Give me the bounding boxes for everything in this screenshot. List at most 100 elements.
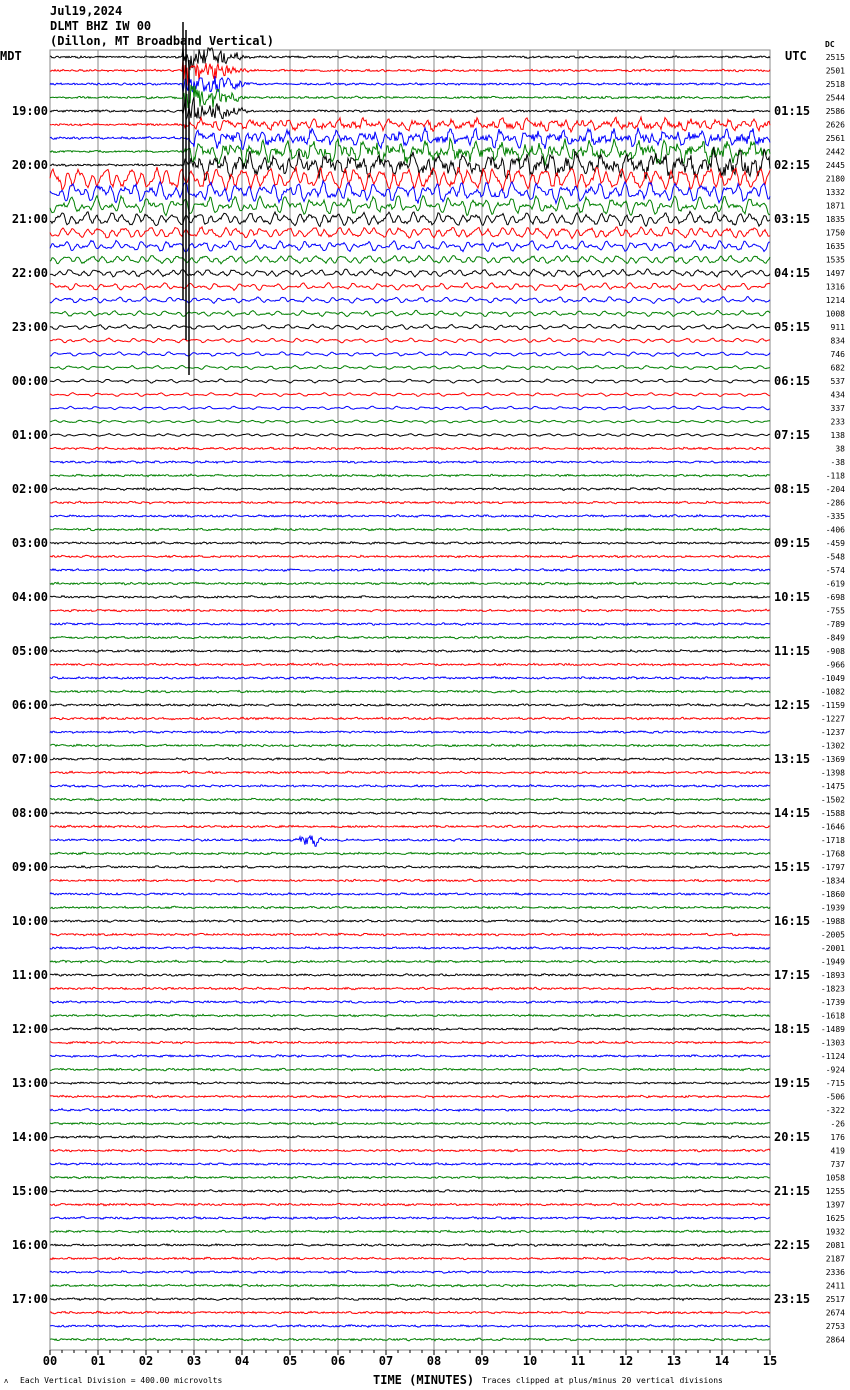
dc-value: -1988 [821,917,845,926]
trace-9 [49,165,771,192]
dc-value: -1618 [821,1012,845,1021]
left-time-label: 08:00 [12,806,48,820]
trace-95 [50,1337,771,1342]
trace-68 [49,972,771,978]
left-time-label: 03:00 [12,536,48,550]
dc-value: -1489 [821,1025,845,1034]
dc-value: -286 [826,499,845,508]
trace-88 [50,1243,771,1248]
trace-71 [49,1013,771,1018]
date-label: Jul19,2024 [50,4,123,18]
dc-value: 537 [831,377,846,386]
trace-41 [49,608,771,613]
right-time-label: 12:15 [774,698,810,712]
trace-69 [49,986,771,991]
left-time-label: 15:00 [12,1184,48,1198]
trace-34 [49,513,771,519]
x-tick-label: 13 [667,1354,681,1368]
left-time-label: 00:00 [12,374,48,388]
dc-value: -1159 [821,701,845,710]
trace-54 [49,783,771,788]
dc-value: 2864 [826,1336,845,1345]
dc-value: 2544 [826,94,845,103]
dc-value: -1369 [821,755,845,764]
trace-7 [49,136,771,167]
left-time-label: 22:00 [12,266,48,280]
trace-32 [49,486,770,492]
logo-mark: ʌ [4,1377,9,1385]
trace-85 [49,1202,771,1207]
left-time-label: 05:00 [12,644,48,658]
trace-28 [49,433,771,437]
trace-27 [49,419,771,424]
left-time-label: 19:00 [12,104,48,118]
right-time-label: 04:15 [774,266,810,280]
dc-value: -1082 [821,688,845,697]
trace-6 [49,125,771,151]
trace-8 [49,146,771,182]
x-tick-label: 01 [91,1354,105,1368]
left-time-label: 10:00 [12,914,48,928]
trace-62 [49,891,771,896]
left-timezone: MDT [0,49,22,63]
dc-value: 2586 [826,107,845,116]
trace-42 [49,621,771,627]
left-time-label: 14:00 [12,1130,48,1144]
trace-92 [49,1297,771,1302]
dc-header: DC [825,40,835,49]
trace-2 [49,76,771,94]
dc-value: 2561 [826,134,845,143]
dc-value: -1718 [821,836,845,845]
left-time-label: 06:00 [12,698,48,712]
x-tick-label: 11 [571,1354,585,1368]
dc-value: -204 [826,485,845,494]
trace-61 [49,878,771,883]
trace-10 [49,179,771,206]
left-time-label: 13:00 [12,1076,48,1090]
trace-19 [49,309,771,318]
left-time-label: 16:00 [12,1238,48,1252]
dc-value: -118 [826,472,845,481]
trace-20 [49,323,771,331]
dc-value: 2674 [826,1309,845,1318]
location-label: (Dillon, MT Broadband Vertical) [50,34,274,48]
trace-25 [49,392,771,398]
dc-value: 2411 [826,1282,845,1291]
trace-76 [49,1080,771,1086]
dc-value: -1227 [821,715,845,724]
trace-38 [49,567,771,573]
right-time-label: 02:15 [774,158,810,172]
trace-83 [49,1175,771,1180]
right-time-label: 03:15 [774,212,810,226]
right-time-label: 11:15 [774,644,810,658]
trace-48 [49,703,771,707]
x-tick-label: 02 [139,1354,153,1368]
trace-16 [49,268,771,278]
dc-value: 746 [831,350,846,359]
trace-52 [49,757,771,762]
x-tick-label: 03 [187,1354,201,1368]
left-time-label: 23:00 [12,320,48,334]
dc-value: 1625 [826,1214,845,1223]
dc-value: -1739 [821,998,845,1007]
dc-value: 1932 [826,1228,845,1237]
x-tick-label: 06 [331,1354,345,1368]
trace-50 [49,730,770,734]
dc-value: 2445 [826,161,845,170]
dc-value: -715 [826,1079,845,1088]
x-axis-label: TIME (MINUTES) [373,1373,475,1387]
dc-value: -1588 [821,809,845,818]
dc-value: -1475 [821,782,845,791]
trace-13 [49,225,771,240]
dc-value: -574 [826,566,845,575]
plot-frame [49,49,771,1351]
trace-31 [49,473,771,478]
trace-58 [49,834,771,847]
trace-93 [50,1310,771,1315]
x-tick-label: 04 [235,1354,249,1368]
dc-value: -698 [826,593,845,602]
trace-53 [49,770,771,775]
dc-value: 2626 [826,121,845,130]
dc-value: 38 [835,445,845,454]
trace-59 [49,851,771,856]
